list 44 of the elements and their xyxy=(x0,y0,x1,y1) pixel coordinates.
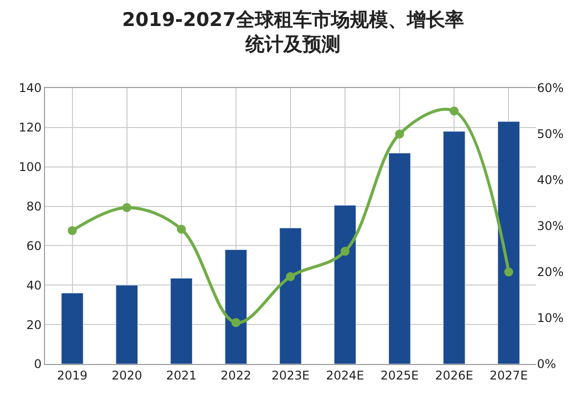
y-tick-label: 80 xyxy=(26,199,42,214)
y-tick-label: 100 xyxy=(18,160,42,174)
x-tick-label: 2020 xyxy=(112,368,142,382)
point xyxy=(122,203,132,212)
point xyxy=(286,272,295,282)
bar xyxy=(116,284,138,364)
bar xyxy=(61,292,84,364)
y2-tick-label: 20% xyxy=(537,265,564,280)
point xyxy=(450,106,459,116)
x-tick-label: 2026E xyxy=(435,368,474,382)
y2-tick-label: 60% xyxy=(537,81,564,96)
bar xyxy=(279,228,302,364)
bar xyxy=(170,278,193,364)
bar xyxy=(334,205,356,364)
y2-tick-label: 0% xyxy=(537,357,556,372)
x-tick-label: 2025E xyxy=(380,368,419,382)
point xyxy=(68,226,77,236)
y-tick-label: 120 xyxy=(18,120,42,135)
bar xyxy=(388,152,411,364)
point xyxy=(504,268,514,276)
y-tick-label: 40 xyxy=(26,278,42,292)
x-tick-label: 2023E xyxy=(271,368,310,382)
x-tick-label: 2024E xyxy=(326,368,364,382)
point xyxy=(395,130,404,138)
y2-tick-label: 30% xyxy=(537,219,564,234)
y-tick-label: 0 xyxy=(34,357,42,372)
y2-tick-label: 50% xyxy=(537,127,564,142)
chart-subtitle: 统计及预测 xyxy=(244,34,340,56)
y-tick-label: 20 xyxy=(26,318,42,332)
x-tick-label: 2027E xyxy=(490,368,528,382)
x-tick-label: 2022 xyxy=(220,368,252,382)
x-tick-label: 2021 xyxy=(166,368,197,382)
point xyxy=(231,318,240,328)
point xyxy=(176,224,186,234)
bar xyxy=(498,121,520,364)
y2-tick-label: 10% xyxy=(537,311,564,326)
y-tick-label: 60 xyxy=(26,238,42,253)
bar xyxy=(224,249,248,364)
chart-title: 2019-2027全球租车市场规模、增长率 xyxy=(122,8,464,31)
bar xyxy=(443,131,466,364)
x-tick-label: 2019 xyxy=(57,368,88,382)
point xyxy=(340,246,350,256)
y-tick-label: 140 xyxy=(18,81,42,96)
y2-tick-label: 40% xyxy=(537,173,564,188)
